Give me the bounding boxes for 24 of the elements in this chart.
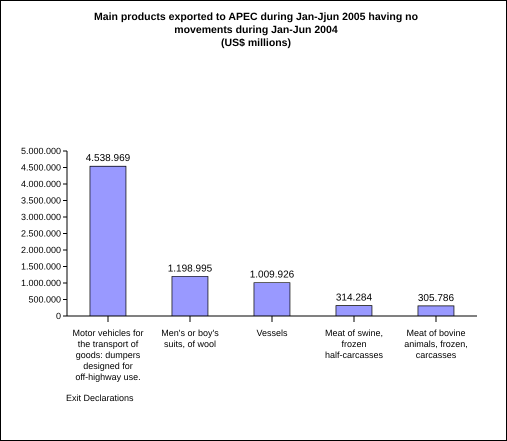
chart-title: Main products exported to APEC during Jan-Jjun 2005 having no movements during Jan-Jun 2004 bbox=[93, 11, 419, 37]
y-tick-label: 500.000 bbox=[28, 294, 61, 305]
y-tick-label: 3.000.000 bbox=[20, 212, 61, 222]
y-tick-label: 3.500.000 bbox=[20, 196, 61, 206]
x-tick-label: Men's or boy's suits, of wool bbox=[161, 328, 220, 349]
x-tick-label: Meat of bovine animals, frozen, carcasses bbox=[404, 328, 468, 360]
data-label: 314.284 bbox=[336, 292, 372, 304]
x-tick-label: Motor vehicles for the transport of goods: dumpers designed for off-highway use. bbox=[72, 328, 144, 382]
y-tick-label: 2.000.000 bbox=[20, 245, 61, 256]
y-tick-label: 5.000.000 bbox=[20, 146, 61, 156]
data-label: 305.786 bbox=[418, 292, 454, 304]
data-label: 1.009.926 bbox=[250, 270, 295, 281]
x-tick-label: Meat of swine, frozen half-carcasses bbox=[324, 328, 384, 360]
y-tick-label: 2.500.000 bbox=[20, 228, 61, 239]
data-label: 1.198.995 bbox=[168, 263, 213, 274]
text: Exit Declarations bbox=[66, 393, 134, 403]
y-tick-label: 1.000.000 bbox=[20, 278, 61, 288]
y-tick-label: 0 bbox=[56, 311, 61, 322]
chart-subtitle: (US$ millions) bbox=[220, 37, 292, 50]
y-tick-label: 4.500.000 bbox=[20, 162, 61, 173]
y-tick-label: 1.500.000 bbox=[20, 262, 61, 272]
data-label: 4.538.969 bbox=[86, 153, 131, 164]
x-tick-label: Vessels bbox=[256, 328, 288, 338]
y-tick-label: 4.000.000 bbox=[20, 179, 61, 190]
